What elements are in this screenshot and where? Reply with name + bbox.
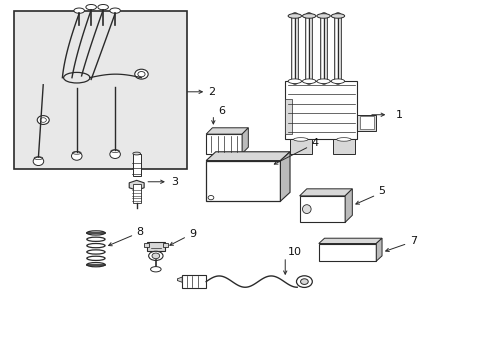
Polygon shape (345, 189, 351, 222)
Text: 4: 4 (311, 138, 318, 148)
Polygon shape (242, 128, 248, 154)
Ellipse shape (316, 14, 329, 18)
Bar (182, 275, 206, 288)
Ellipse shape (110, 150, 120, 158)
Bar (15, 11, 186, 170)
Text: 6: 6 (218, 106, 224, 116)
Bar (289, 139, 311, 154)
Ellipse shape (148, 251, 163, 260)
Bar (285, 99, 292, 134)
Ellipse shape (302, 79, 315, 84)
Bar (299, 196, 345, 222)
Polygon shape (177, 277, 182, 282)
Text: 3: 3 (171, 177, 178, 187)
Ellipse shape (330, 14, 344, 18)
Ellipse shape (300, 279, 307, 284)
Ellipse shape (33, 157, 43, 166)
Text: 10: 10 (287, 247, 301, 257)
Ellipse shape (86, 4, 96, 10)
Ellipse shape (98, 4, 108, 10)
Bar (318, 243, 376, 261)
Polygon shape (206, 152, 289, 161)
Polygon shape (376, 238, 381, 261)
Text: 8: 8 (137, 227, 143, 237)
Bar (133, 154, 140, 176)
Polygon shape (299, 189, 351, 196)
Ellipse shape (150, 267, 161, 272)
Ellipse shape (37, 116, 49, 125)
Text: 9: 9 (189, 229, 196, 239)
Bar (206, 134, 242, 154)
Ellipse shape (135, 69, 148, 79)
Ellipse shape (287, 14, 301, 18)
Text: 1: 1 (395, 110, 402, 120)
Text: 2: 2 (208, 87, 215, 97)
Ellipse shape (316, 79, 329, 84)
Ellipse shape (74, 8, 84, 13)
Text: 7: 7 (409, 236, 416, 246)
Ellipse shape (71, 152, 82, 160)
Bar (163, 243, 167, 247)
Ellipse shape (152, 253, 160, 259)
Polygon shape (280, 152, 289, 201)
Polygon shape (206, 128, 248, 134)
Bar (133, 184, 140, 203)
Polygon shape (318, 238, 381, 243)
Ellipse shape (302, 205, 310, 213)
Text: 5: 5 (378, 186, 385, 197)
Bar (143, 243, 148, 247)
Ellipse shape (293, 138, 307, 141)
Ellipse shape (287, 79, 301, 84)
Polygon shape (129, 180, 144, 190)
Bar (206, 161, 280, 201)
Ellipse shape (302, 14, 315, 18)
Ellipse shape (296, 276, 312, 287)
Polygon shape (285, 81, 356, 139)
Bar (332, 139, 354, 154)
Polygon shape (356, 115, 376, 131)
Ellipse shape (330, 79, 344, 84)
Ellipse shape (133, 152, 140, 155)
Polygon shape (359, 117, 373, 129)
Ellipse shape (336, 138, 350, 141)
Bar (147, 242, 165, 251)
Ellipse shape (110, 8, 120, 13)
